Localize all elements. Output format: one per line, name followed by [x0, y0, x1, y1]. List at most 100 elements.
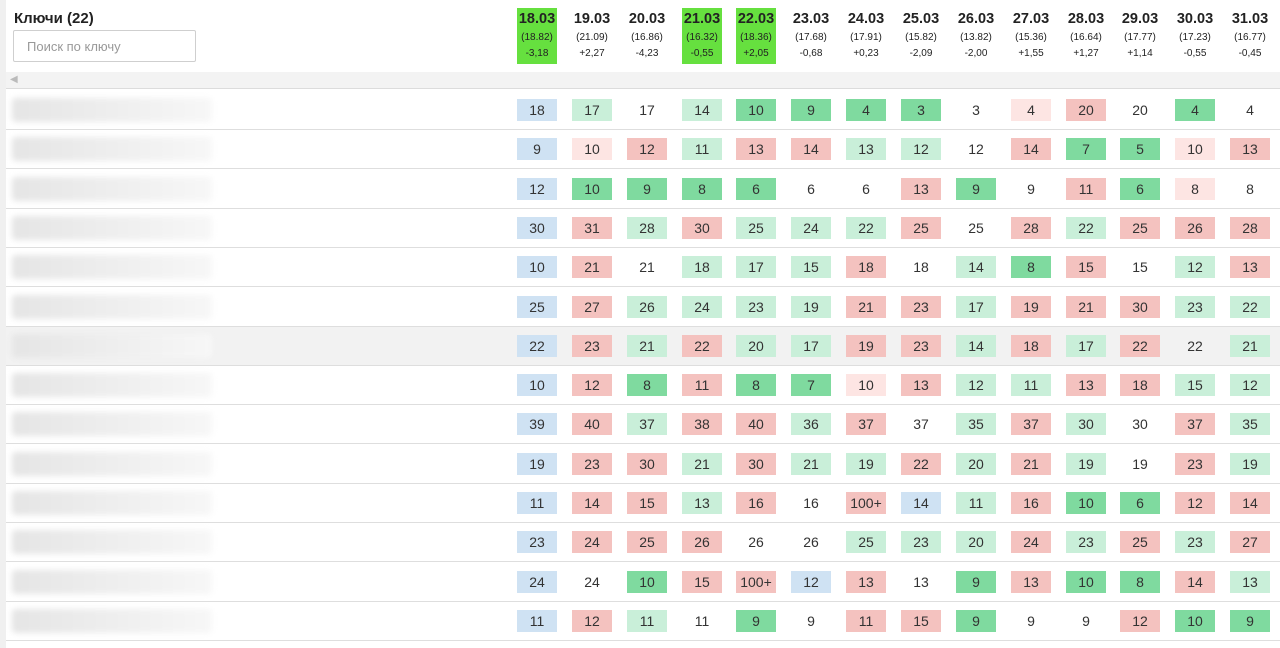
position-cell: 37: [846, 413, 886, 436]
position-cell: 25: [1120, 216, 1160, 239]
keyword-row[interactable]: 22 23 21 22 20 17 19 23 14 18 17 22 22 21: [6, 326, 1280, 366]
position-cell: 10: [1175, 609, 1215, 632]
keyword-row[interactable]: 23 24 25 26 26 26 25 23 20 24 23 25 23 27: [6, 523, 1280, 563]
date-column-header[interactable]: 24.03 (17.91) +0,23: [846, 8, 886, 64]
position-cell: 27: [572, 295, 612, 318]
position-cell: 26: [682, 531, 722, 554]
date-label: 31.03: [1231, 11, 1269, 27]
position-cell: 30: [627, 452, 667, 475]
position-cell: 31: [572, 216, 612, 239]
keyword-row[interactable]: 24 24 10 15 100+ 12 13 13 9 13 10 8 14 13: [6, 563, 1280, 602]
position-cell: 13: [1230, 570, 1270, 593]
position-cell: 37: [1175, 413, 1215, 436]
position-cell: 100+: [846, 492, 886, 514]
date-label: 30.03: [1176, 11, 1214, 27]
date-column-header[interactable]: 18.03 (18.82) -3,18: [517, 8, 557, 64]
position-cell: 12: [627, 138, 667, 161]
position-cell: 19: [1230, 452, 1270, 475]
position-cell: 23: [901, 531, 941, 554]
position-cell: 38: [682, 413, 722, 436]
keyword-text-redacted: [12, 373, 212, 398]
keyword-row[interactable]: 11 14 15 13 16 16 100+ 14 11 16 10 6 12 14: [6, 484, 1280, 523]
keyword-row[interactable]: 39 40 37 38 40 36 37 37 35 37 30 30 37 35: [6, 405, 1280, 445]
position-cell: 25: [901, 216, 941, 239]
position-cell: 15: [791, 256, 831, 279]
position-cell: 13: [682, 492, 722, 514]
average-position: (16.32): [686, 32, 718, 43]
keyword-text-redacted: [12, 176, 212, 201]
position-cell: 8: [736, 374, 776, 397]
horizontal-scrollbar[interactable]: ◀: [6, 72, 1280, 89]
position-cell: 12: [1175, 492, 1215, 514]
position-cell: 21: [1066, 295, 1106, 318]
position-cell: 12: [1175, 256, 1215, 279]
date-column-header[interactable]: 31.03 (16.77) -0,45: [1230, 8, 1270, 64]
keyword-row[interactable]: 11 12 11 11 9 9 11 15 9 9 9 12 10 9: [6, 602, 1280, 641]
keyword-row[interactable]: 19 23 30 21 30 21 19 22 20 21 19 19 23 19: [6, 445, 1280, 484]
position-cell: 6: [736, 177, 776, 200]
position-cell: 11: [627, 609, 667, 632]
chevron-left-icon[interactable]: ◀: [10, 74, 18, 85]
position-cell: 36: [791, 413, 831, 436]
keyword-text-redacted: [12, 98, 212, 122]
position-cell: 21: [846, 295, 886, 318]
position-cell: 4: [846, 99, 886, 121]
position-cell: 21: [572, 256, 612, 279]
position-cell: 25: [736, 216, 776, 239]
position-cell: 24: [517, 570, 557, 593]
average-position: (17.23): [1179, 32, 1211, 43]
position-cell: 24: [791, 216, 831, 239]
position-cell: 4: [1011, 99, 1051, 121]
position-cell: 9: [1082, 612, 1090, 629]
position-cell: 23: [901, 334, 941, 357]
position-cell: 18: [517, 99, 557, 121]
keyword-search-input[interactable]: [13, 30, 196, 62]
keyword-row[interactable]: 25 27 26 24 23 19 21 23 17 19 21 30 23 22: [6, 288, 1280, 327]
position-change: +2,27: [579, 48, 605, 59]
position-cell: 15: [1066, 256, 1106, 279]
position-cell: 12: [517, 177, 557, 200]
position-cell: 5: [1120, 138, 1160, 161]
position-cell: 13: [913, 573, 929, 590]
position-cell: 8: [627, 374, 667, 397]
position-cell: 26: [748, 534, 764, 551]
date-column-header[interactable]: 22.03 (18.36) +2,05: [736, 8, 776, 64]
position-cell: 23: [517, 531, 557, 554]
keyword-row[interactable]: 18 17 17 14 10 9 4 3 3 4 20 20 4 4: [6, 91, 1280, 130]
position-change: -2,00: [964, 48, 988, 59]
keyword-row[interactable]: 10 12 8 11 8 7 10 13 12 11 13 18 15 12: [6, 366, 1280, 406]
position-cell: 18: [913, 259, 929, 276]
position-cell: 40: [572, 413, 612, 436]
date-label: 21.03: [683, 11, 721, 27]
date-column-header[interactable]: 27.03 (15.36) +1,55: [1011, 8, 1051, 64]
position-cell: 14: [956, 256, 996, 279]
average-position: (18.36): [740, 32, 772, 43]
date-label: 19.03: [573, 11, 611, 27]
keyword-row[interactable]: 12 10 9 8 6 6 6 13 9 9 11 6 8 8: [6, 170, 1280, 209]
position-cell: 9: [1230, 609, 1270, 632]
position-cell: 22: [1230, 295, 1270, 318]
keyword-row[interactable]: 9 10 12 11 13 14 13 12 12 14 7 5 10 13: [6, 130, 1280, 170]
keyword-row[interactable]: 30 31 28 30 25 24 22 25 25 28 22 25 26 28: [6, 209, 1280, 248]
position-cell: 10: [517, 256, 557, 279]
date-column-header[interactable]: 28.03 (16.64) +1,27: [1066, 8, 1106, 64]
keyword-row[interactable]: 10 21 21 18 17 15 18 18 14 8 15 15 12 13: [6, 248, 1280, 288]
position-cell: 20: [736, 334, 776, 357]
position-cell: 4: [1246, 102, 1254, 118]
date-column-header[interactable]: 20.03 (16.86) -4,23: [627, 8, 667, 64]
date-column-header[interactable]: 19.03 (21.09) +2,27: [572, 8, 612, 64]
position-cell: 15: [1132, 259, 1148, 276]
position-cell: 14: [901, 492, 941, 514]
date-column-header[interactable]: 23.03 (17.68) -0,68: [791, 8, 831, 64]
date-column-header[interactable]: 26.03 (13.82) -2,00: [956, 8, 996, 64]
position-cell: 10: [572, 177, 612, 200]
position-cell: 13: [1230, 138, 1270, 161]
position-cell: 13: [1011, 570, 1051, 593]
date-column-header[interactable]: 29.03 (17.77) +1,14: [1120, 8, 1160, 64]
date-column-header[interactable]: 30.03 (17.23) -0,55: [1175, 8, 1215, 64]
position-cell: 10: [736, 99, 776, 121]
position-cell: 9: [736, 609, 776, 632]
date-column-header[interactable]: 21.03 (16.32) -0,55: [682, 8, 722, 64]
position-cell: 7: [791, 374, 831, 397]
date-column-header[interactable]: 25.03 (15.82) -2,09: [901, 8, 941, 64]
